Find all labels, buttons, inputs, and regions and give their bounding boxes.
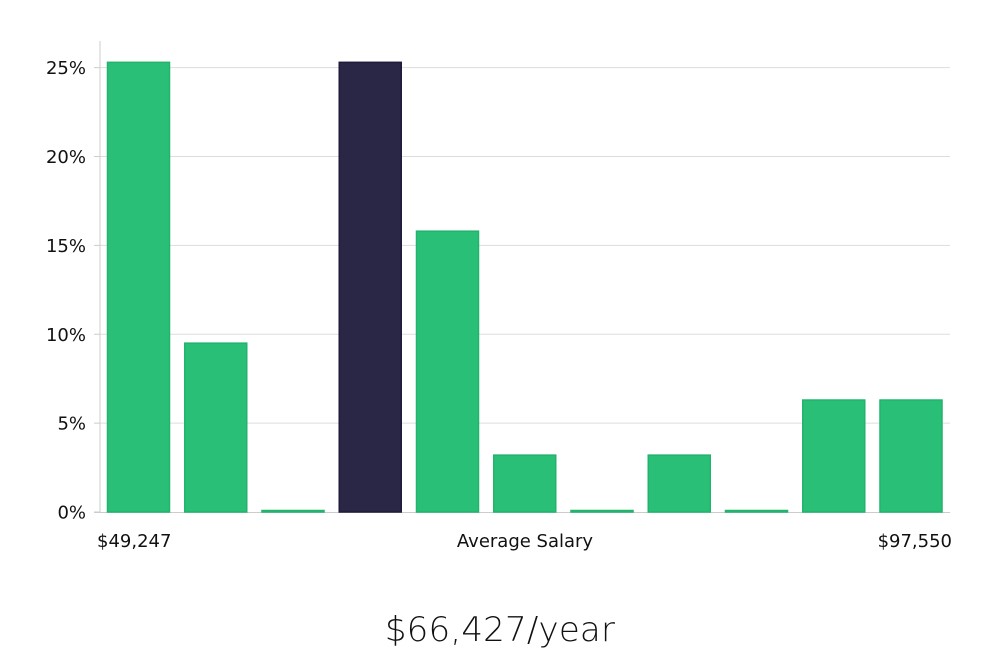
bar <box>647 454 711 513</box>
y-tick-label: 25% <box>46 58 86 79</box>
salary-histogram-chart: 0%5%10%15%20%25% $49,247 Average Salary … <box>46 41 952 552</box>
bar <box>570 509 634 513</box>
y-tick-label: 15% <box>46 236 86 257</box>
bar <box>879 399 943 513</box>
bar <box>261 509 325 513</box>
y-tick-label: 20% <box>46 147 86 168</box>
y-tick-label: 5% <box>57 414 86 435</box>
max-salary-label: $97,550 <box>878 531 952 552</box>
min-salary-label: $49,247 <box>97 531 171 552</box>
bar <box>493 454 557 513</box>
y-axis-ticks: 0% 5% 10% 15% 20% 25% <box>46 58 100 524</box>
bar-highlighted <box>338 61 402 513</box>
average-salary-value: $66,427/year <box>384 610 616 650</box>
x-axis-label: Average Salary <box>457 531 594 552</box>
y-tick-label: 0% <box>57 503 86 524</box>
bars <box>106 61 943 513</box>
bar <box>802 399 866 513</box>
bar <box>415 230 480 513</box>
bar <box>106 61 171 513</box>
bar <box>184 342 248 513</box>
bar <box>724 509 789 513</box>
y-tick-label: 10% <box>46 325 86 346</box>
